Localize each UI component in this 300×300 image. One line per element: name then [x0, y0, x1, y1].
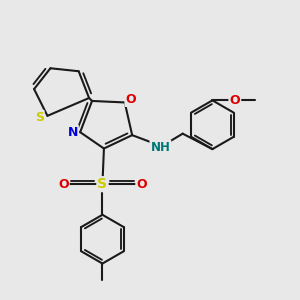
Text: S: S: [98, 177, 107, 191]
Text: O: O: [58, 178, 68, 191]
Text: O: O: [136, 178, 147, 191]
Text: O: O: [125, 93, 136, 106]
Text: S: S: [34, 111, 43, 124]
Text: NH: NH: [151, 140, 170, 154]
Text: O: O: [230, 94, 240, 107]
Text: N: N: [68, 126, 78, 139]
